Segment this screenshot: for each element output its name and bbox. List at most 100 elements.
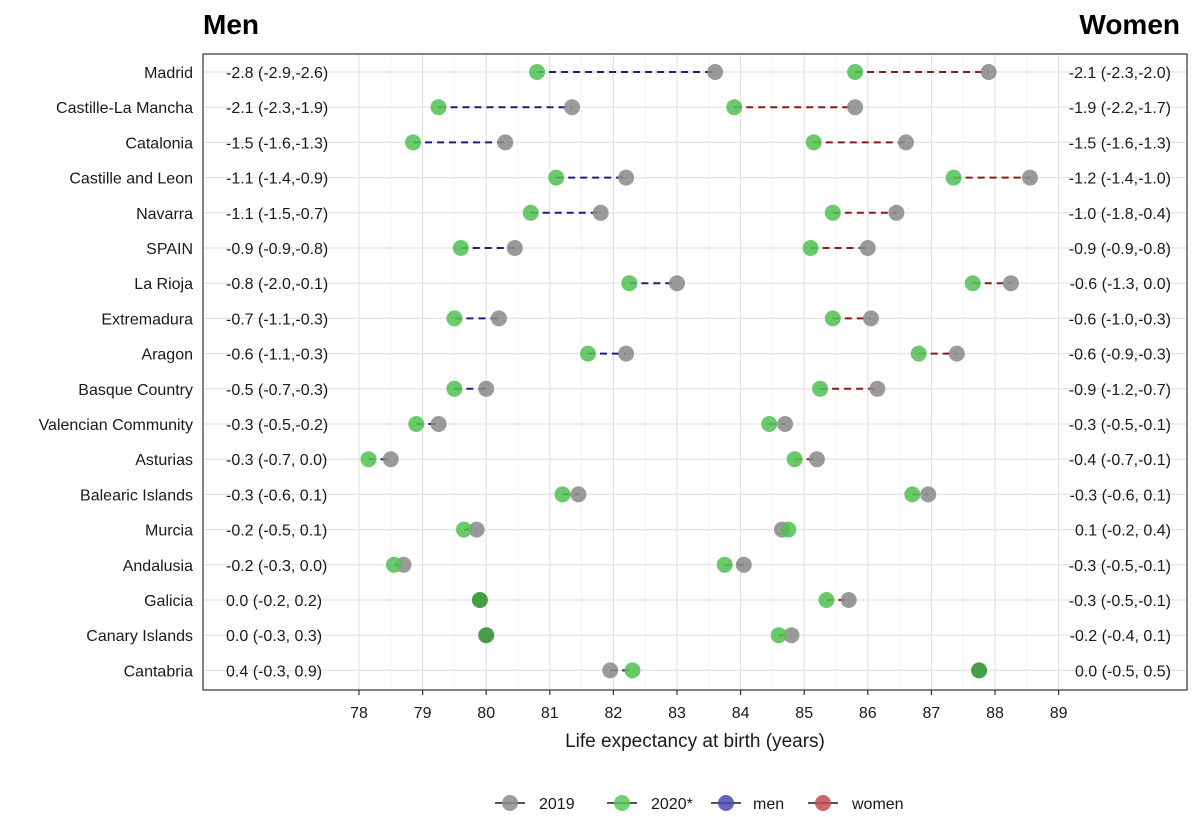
women-point-2020 xyxy=(964,275,981,292)
men-point-2019 xyxy=(618,169,635,186)
men-point-2020 xyxy=(430,99,447,116)
region-label: Aragon xyxy=(141,347,193,364)
women-ci-label: -1.0 (-1.8,-0.4) xyxy=(1069,206,1171,223)
women-ci-label: -1.2 (-1.4,-1.0) xyxy=(1069,171,1171,188)
x-tick-label: 85 xyxy=(795,705,813,722)
men-point-2020 xyxy=(405,134,422,151)
row-cantabria: Cantabria 0.4 (-0.3, 0.9) 0.0 (-0.5, 0.5) xyxy=(124,662,1171,680)
region-label: Cantabria xyxy=(124,663,193,680)
row-madrid: Madrid -2.8 (-2.9,-2.6) -2.1 (-2.3,-2.0) xyxy=(144,64,1171,82)
men-ci-label: -1.1 (-1.5,-0.7) xyxy=(226,206,328,223)
women-ci-label: -0.4 (-0.7,-0.1) xyxy=(1069,452,1171,469)
women-ci-label: 0.0 (-0.5, 0.5) xyxy=(1075,663,1171,680)
row-la-rioja: La Rioja -0.8 (-2.0,-0.1) -0.6 (-1.3, 0.0) xyxy=(134,275,1171,293)
row-castille-and-leon: Castille and Leon -1.1 (-1.4,-0.9) -1.2 (-… xyxy=(69,169,1171,188)
women-ci-label: -0.2 (-0.4, 0.1) xyxy=(1070,628,1171,645)
women-point-2019 xyxy=(847,99,864,116)
women-point-2020 xyxy=(904,486,921,503)
plot-border xyxy=(202,53,1188,691)
men-point-2019 xyxy=(468,521,485,538)
women-ci-label: 0.1 (-0.2, 0.4) xyxy=(1075,523,1171,540)
men-ci-label: 0.0 (-0.2, 0.2) xyxy=(226,593,322,610)
x-tick-label: 83 xyxy=(668,705,686,722)
men-point-2019 xyxy=(570,486,587,503)
legend-label: women xyxy=(851,796,904,813)
men-point-2020 xyxy=(529,64,546,80)
men-point-2019 xyxy=(707,64,724,80)
data-rows: Madrid -2.8 (-2.9,-2.6) -2.1 (-2.3,-2.0) Ca… xyxy=(39,64,1171,680)
men-point-2019 xyxy=(564,99,581,116)
row-galicia: Galicia 0.0 (-0.2, 0.2) -0.3 (-0.5,-0.1) xyxy=(144,592,1171,610)
women-point-2019 xyxy=(980,64,997,80)
region-label: Castille-La Mancha xyxy=(56,100,193,117)
women-point-2019 xyxy=(840,592,857,608)
women-point-2019 xyxy=(735,556,752,573)
row-navarra: Navarra -1.1 (-1.5,-0.7) -1.0 (-1.8,-0.4) xyxy=(136,204,1171,223)
women-ci-label: -2.1 (-2.3,-2.0) xyxy=(1069,65,1171,82)
region-label: Navarra xyxy=(136,206,193,223)
women-point-2020 xyxy=(945,169,962,186)
men-point-2020 xyxy=(548,169,565,186)
region-label: Andalusia xyxy=(123,558,193,575)
women-point-2019 xyxy=(948,345,965,362)
men-point-2019 xyxy=(490,310,507,327)
x-tick-label: 84 xyxy=(732,705,750,722)
x-axis-ticks: 78 79 80 81 82 83 84 85 86 87 88 89 xyxy=(350,690,1068,722)
row-catalonia: Catalonia -1.5 (-1.6,-1.3) -1.5 (-1.6,-1.3… xyxy=(125,134,1171,152)
men-point-2019 xyxy=(602,662,619,679)
x-tick-label: 78 xyxy=(350,705,368,722)
men-point-2020 xyxy=(408,416,425,432)
women-point-2020 xyxy=(812,380,829,397)
men-point-2019 xyxy=(592,204,609,221)
men-point-2020 xyxy=(579,345,596,362)
region-label: Madrid xyxy=(144,65,193,82)
women-ci-label: -1.9 (-2.2,-1.7) xyxy=(1069,100,1171,117)
men-point-2019 xyxy=(618,345,635,362)
men-ci-label: -1.1 (-1.4,-0.9) xyxy=(226,171,328,188)
men-point-2020 xyxy=(385,556,402,573)
women-point-2020 xyxy=(847,64,864,80)
women-point-2019 xyxy=(777,416,794,432)
women-point-2019 xyxy=(920,486,937,503)
men-ci-label: -0.5 (-0.7,-0.3) xyxy=(226,382,328,399)
women-ci-label: -0.6 (-1.0,-0.3) xyxy=(1069,311,1171,328)
men-point-2020 xyxy=(621,275,638,292)
women-point-2020 xyxy=(726,99,743,116)
women-point-2020 xyxy=(824,204,841,221)
men-point-overlap xyxy=(471,592,488,608)
legend: 2019 2020* men women xyxy=(495,795,904,813)
row-extremadura: Extremadura -0.7 (-1.1,-0.3) -0.6 (-1.0,-0… xyxy=(101,310,1171,328)
men-ci-label: -0.3 (-0.6, 0.1) xyxy=(226,487,327,504)
row-aragon: Aragon -0.6 (-1.1,-0.3) -0.6 (-0.9,-0.3) xyxy=(141,345,1171,364)
men-ci-label: -0.7 (-1.1,-0.3) xyxy=(226,311,328,328)
legend-key-dot xyxy=(718,795,734,811)
women-point-2019 xyxy=(869,380,886,397)
row-basque-country: Basque Country -0.5 (-0.7,-0.3) -0.9 (-1.2… xyxy=(78,380,1171,399)
x-axis-title: Life expectancy at birth (years) xyxy=(565,731,825,752)
region-label: Valencian Community xyxy=(39,417,193,434)
women-point-2019 xyxy=(808,451,825,468)
men-point-2019 xyxy=(430,416,447,432)
women-point-2020 xyxy=(770,627,787,644)
men-point-2020 xyxy=(360,451,377,468)
women-point-2020 xyxy=(761,416,778,432)
row-andalusia: Andalusia -0.2 (-0.3, 0.0) -0.3 (-0.5,-0.1… xyxy=(123,556,1171,575)
women-ci-label: -1.5 (-1.6,-1.3) xyxy=(1069,135,1171,152)
women-point-2020 xyxy=(805,134,822,151)
legend-label: men xyxy=(753,796,784,813)
men-point-2020 xyxy=(446,310,463,327)
x-tick-label: 86 xyxy=(859,705,877,722)
x-tick-label: 89 xyxy=(1050,705,1068,722)
row-balearic-islands: Balearic Islands -0.3 (-0.6, 0.1) -0.3 (-0… xyxy=(80,486,1171,504)
x-tick-label: 87 xyxy=(923,705,941,722)
women-point-2019 xyxy=(1021,169,1038,186)
legend-key-dot xyxy=(815,795,831,811)
men-point-2019 xyxy=(669,275,685,292)
men-ci-label: -0.3 (-0.5,-0.2) xyxy=(226,417,328,434)
men-ci-label: 0.0 (-0.3, 0.3) xyxy=(226,628,322,645)
legend-key-dot xyxy=(502,795,518,811)
x-tick-label: 79 xyxy=(414,705,432,722)
men-ci-label: 0.4 (-0.3, 0.9) xyxy=(226,663,322,680)
